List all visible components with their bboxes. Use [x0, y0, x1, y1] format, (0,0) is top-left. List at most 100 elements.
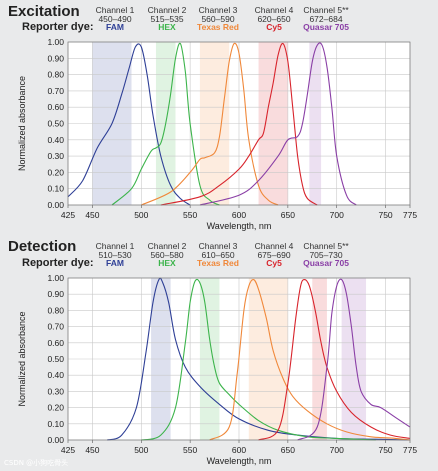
series-line-texas-red [141, 42, 279, 206]
series-line-quasar-705 [297, 278, 411, 441]
channel-name: Channel 4 [255, 5, 294, 15]
channel-name: Channel 1 [96, 5, 135, 15]
x-tick-label: 700 [330, 210, 344, 220]
channel-range: 610–650 [201, 250, 234, 260]
x-axis-label: Wavelength, nm [207, 456, 272, 466]
y-axis-label: Normalized absorbance [17, 311, 27, 406]
x-tick-label: 600 [232, 445, 246, 455]
y-tick-label: 0.50 [47, 354, 64, 364]
watermark-text: CSDN @小狗吃骨头 [4, 458, 68, 467]
channel-name: Channel 3 [199, 241, 238, 251]
channel-dye: FAM [106, 258, 124, 268]
channel-range: 672–684 [309, 14, 342, 24]
x-tick-label: 425 [61, 445, 75, 455]
channel-range: 705–730 [309, 250, 342, 260]
x-tick-label: 700 [330, 445, 344, 455]
channel-range: 515–535 [150, 14, 183, 24]
y-tick-label: 0.20 [47, 403, 64, 413]
plot-frame [67, 41, 411, 206]
y-tick-label: 0.30 [47, 386, 64, 396]
channel-range: 510–530 [98, 250, 131, 260]
x-tick-label: 750 [378, 445, 392, 455]
series-line-texas-red [209, 278, 411, 441]
channel-range: 560–580 [150, 250, 183, 260]
y-tick-label: 0.90 [47, 53, 64, 63]
y-tick-label: 1.00 [47, 273, 64, 283]
y-tick-label: 0.80 [47, 70, 64, 80]
y-tick-label: 0.00 [47, 200, 64, 210]
channel-dye: Cy5 [266, 22, 282, 32]
y-tick-label: 0.50 [47, 119, 64, 129]
series-line-cy5 [258, 279, 411, 441]
y-tick-label: 0.60 [47, 102, 64, 112]
x-tick-label: 550 [183, 210, 197, 220]
channel-name: Channel 1 [96, 241, 135, 251]
x-tick-label: 550 [183, 445, 197, 455]
reporter-dye-label: Reporter dye: [22, 21, 94, 33]
channel-name: Channel 3 [199, 5, 238, 15]
y-tick-label: 0.10 [47, 184, 64, 194]
reporter-dye-label: Reporter dye: [22, 257, 94, 269]
channel-dye: Texas Red [197, 258, 239, 268]
series-line-cy5 [160, 42, 318, 206]
x-tick-label: 500 [134, 210, 148, 220]
y-tick-label: 1.00 [47, 37, 64, 47]
x-tick-label: 750 [378, 210, 392, 220]
y-tick-label: 0.80 [47, 305, 64, 315]
x-tick-label: 500 [134, 445, 148, 455]
series-line-hex [111, 42, 220, 206]
channel-dye: Quasar 705 [303, 258, 349, 268]
series-line-hex [141, 278, 376, 441]
y-axis-label: Normalized absorbance [17, 76, 27, 171]
y-tick-label: 0.90 [47, 289, 64, 299]
y-tick-label: 0.10 [47, 419, 64, 429]
y-tick-label: 0.20 [47, 167, 64, 177]
x-tick-label: 650 [281, 445, 295, 455]
chart-title: Excitation [8, 3, 80, 20]
plot-frame [67, 277, 411, 441]
x-tick-label: 450 [85, 445, 99, 455]
channel-range: 620–650 [257, 14, 290, 24]
channel-name: Channel 2 [148, 241, 187, 251]
channel-dye: HEX [158, 258, 176, 268]
channel-dye: FAM [106, 22, 124, 32]
channel-dye: Texas Red [197, 22, 239, 32]
series-line-quasar-705 [199, 42, 357, 206]
y-tick-label: 0.70 [47, 322, 64, 332]
y-tick-label: 0.40 [47, 370, 64, 380]
chart-title: Detection [8, 238, 76, 255]
y-tick-label: 0.40 [47, 135, 64, 145]
x-axis-label: Wavelength, nm [207, 221, 272, 231]
x-tick-label: 775 [403, 445, 417, 455]
channel-dye: HEX [158, 22, 176, 32]
series-line-fam [67, 43, 191, 206]
channel-range: 560–590 [201, 14, 234, 24]
channel-range: 675–690 [257, 250, 290, 260]
x-tick-label: 450 [85, 210, 99, 220]
channel-name: Channel 5** [303, 241, 349, 251]
channel-name: Channel 2 [148, 5, 187, 15]
detection-chart: Detection Reporter dye:Channel 1510–530FA… [8, 238, 417, 466]
channel-dye: Quasar 705 [303, 22, 349, 32]
y-tick-label: 0.60 [47, 338, 64, 348]
channel-name: Channel 5** [303, 5, 349, 15]
channel-dye: Cy5 [266, 258, 282, 268]
channel-range: 450–490 [98, 14, 131, 24]
x-tick-label: 775 [403, 210, 417, 220]
channel-name: Channel 4 [255, 241, 294, 251]
x-tick-label: 425 [61, 210, 75, 220]
x-tick-label: 650 [281, 210, 295, 220]
y-tick-label: 0.30 [47, 151, 64, 161]
